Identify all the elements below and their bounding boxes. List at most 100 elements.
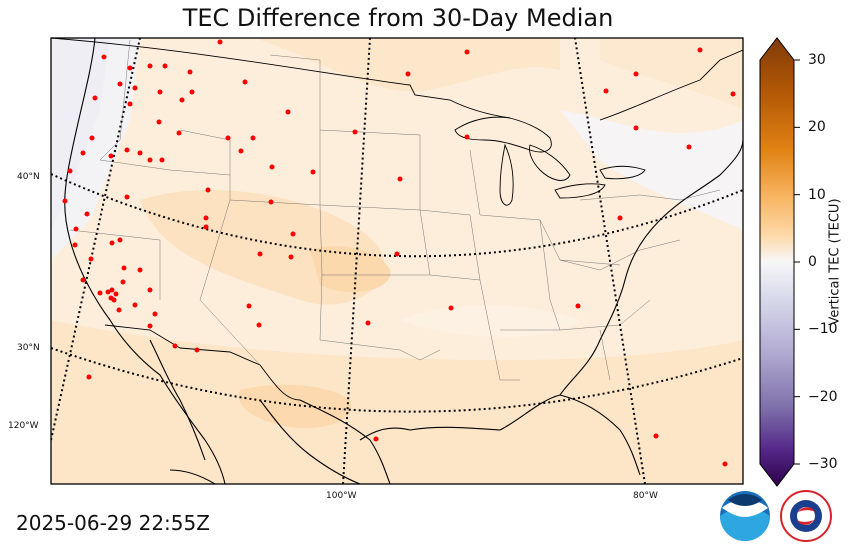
station-marker [101, 54, 107, 60]
station-marker [157, 89, 163, 95]
station-marker [88, 256, 94, 262]
station-marker [256, 322, 262, 328]
station-marker [405, 71, 411, 77]
station-marker [97, 290, 103, 296]
station-marker [268, 199, 274, 205]
station-marker [156, 119, 162, 125]
tec-field [51, 38, 743, 484]
station-marker [109, 240, 115, 246]
station-marker [575, 303, 581, 309]
station-marker [250, 135, 256, 141]
graticule [51, 38, 743, 484]
station-marker [120, 279, 126, 285]
station-marker [67, 168, 73, 174]
station-marker [147, 323, 153, 329]
station-marker [633, 71, 639, 77]
station-marker [127, 101, 133, 107]
colorbar-tick-label: 30 [808, 52, 826, 68]
station-marker [105, 289, 111, 295]
station-marker [121, 265, 127, 271]
lat-label-30n: 30°N [17, 343, 40, 353]
station-marker [617, 215, 623, 221]
station-marker [92, 95, 98, 101]
lon-label-100w: 100°W [326, 491, 357, 501]
station-marker [86, 374, 92, 380]
station-marker [162, 63, 168, 69]
colorbar-tick-label: 0 [808, 254, 817, 270]
station-marker [80, 150, 86, 156]
station-marker [73, 226, 79, 232]
lon-label-120w: 120°W [8, 421, 39, 431]
colorbar-tick-label: 10 [808, 186, 826, 203]
nws-logo [780, 490, 832, 542]
station-marker [89, 135, 95, 141]
station-marker [187, 69, 193, 75]
station-marker [179, 97, 185, 103]
station-marker [205, 187, 211, 193]
station-marker [464, 49, 470, 55]
station-marker [84, 211, 90, 217]
colorbar-tick-label: −10 [808, 321, 838, 338]
state-borders [69, 39, 721, 381]
station-marker [246, 303, 252, 309]
station-marker [269, 164, 275, 170]
station-marker [394, 251, 400, 257]
station-marker [113, 291, 119, 297]
station-marker [194, 347, 200, 353]
station-marker [290, 231, 296, 237]
station-marker [124, 194, 130, 200]
station-marker [722, 461, 728, 467]
station-marker [172, 343, 178, 349]
station-marker [109, 287, 115, 293]
station-marker [242, 79, 248, 85]
station-marker [72, 242, 78, 248]
station-marker [147, 287, 153, 293]
station-marker [633, 125, 639, 131]
station-marker [176, 130, 182, 136]
station-marker [137, 150, 143, 156]
station-marker [152, 311, 158, 317]
colorbar-tick-label: −30 [808, 456, 838, 472]
map-title: TEC Difference from 30-Day Median [182, 4, 614, 32]
colorbar-tick-label: 20 [808, 119, 826, 136]
station-marker [189, 89, 195, 95]
timestamp: 2025-06-29 22:55Z [16, 511, 210, 535]
station-marker [132, 302, 138, 308]
station-marker [653, 433, 659, 439]
station-marker [80, 277, 86, 283]
station-marker [225, 135, 231, 141]
station-marker [464, 134, 470, 140]
station-marker [288, 254, 294, 260]
station-marker [159, 157, 165, 163]
station-marker [111, 297, 117, 303]
station-marker [310, 169, 316, 175]
station-marker [373, 436, 379, 442]
station-marker [217, 39, 223, 45]
lat-label-40n: 40°N [17, 172, 40, 182]
station-marker [285, 109, 291, 115]
noaa-logo [720, 491, 770, 541]
station-marker [257, 251, 263, 257]
station-marker [116, 307, 122, 313]
lon-label-80w: 80°W [633, 491, 658, 501]
station-marker [137, 267, 143, 273]
station-marker [124, 147, 130, 153]
station-marker [203, 215, 209, 221]
station-marker [730, 91, 736, 97]
station-markers [62, 39, 736, 467]
map-frame [50, 37, 744, 485]
colorbar-label: Vertical TEC (TECU) [827, 198, 843, 326]
station-marker [365, 320, 371, 326]
station-marker [697, 47, 703, 53]
station-marker [117, 237, 123, 243]
colorbar-tick-label: −20 [808, 388, 838, 405]
station-marker [147, 157, 153, 163]
station-marker [147, 63, 153, 69]
station-marker [238, 148, 244, 154]
colorbar [759, 37, 800, 487]
station-marker [397, 176, 403, 182]
station-marker [132, 85, 138, 91]
station-marker [117, 81, 123, 87]
station-marker [603, 88, 609, 94]
